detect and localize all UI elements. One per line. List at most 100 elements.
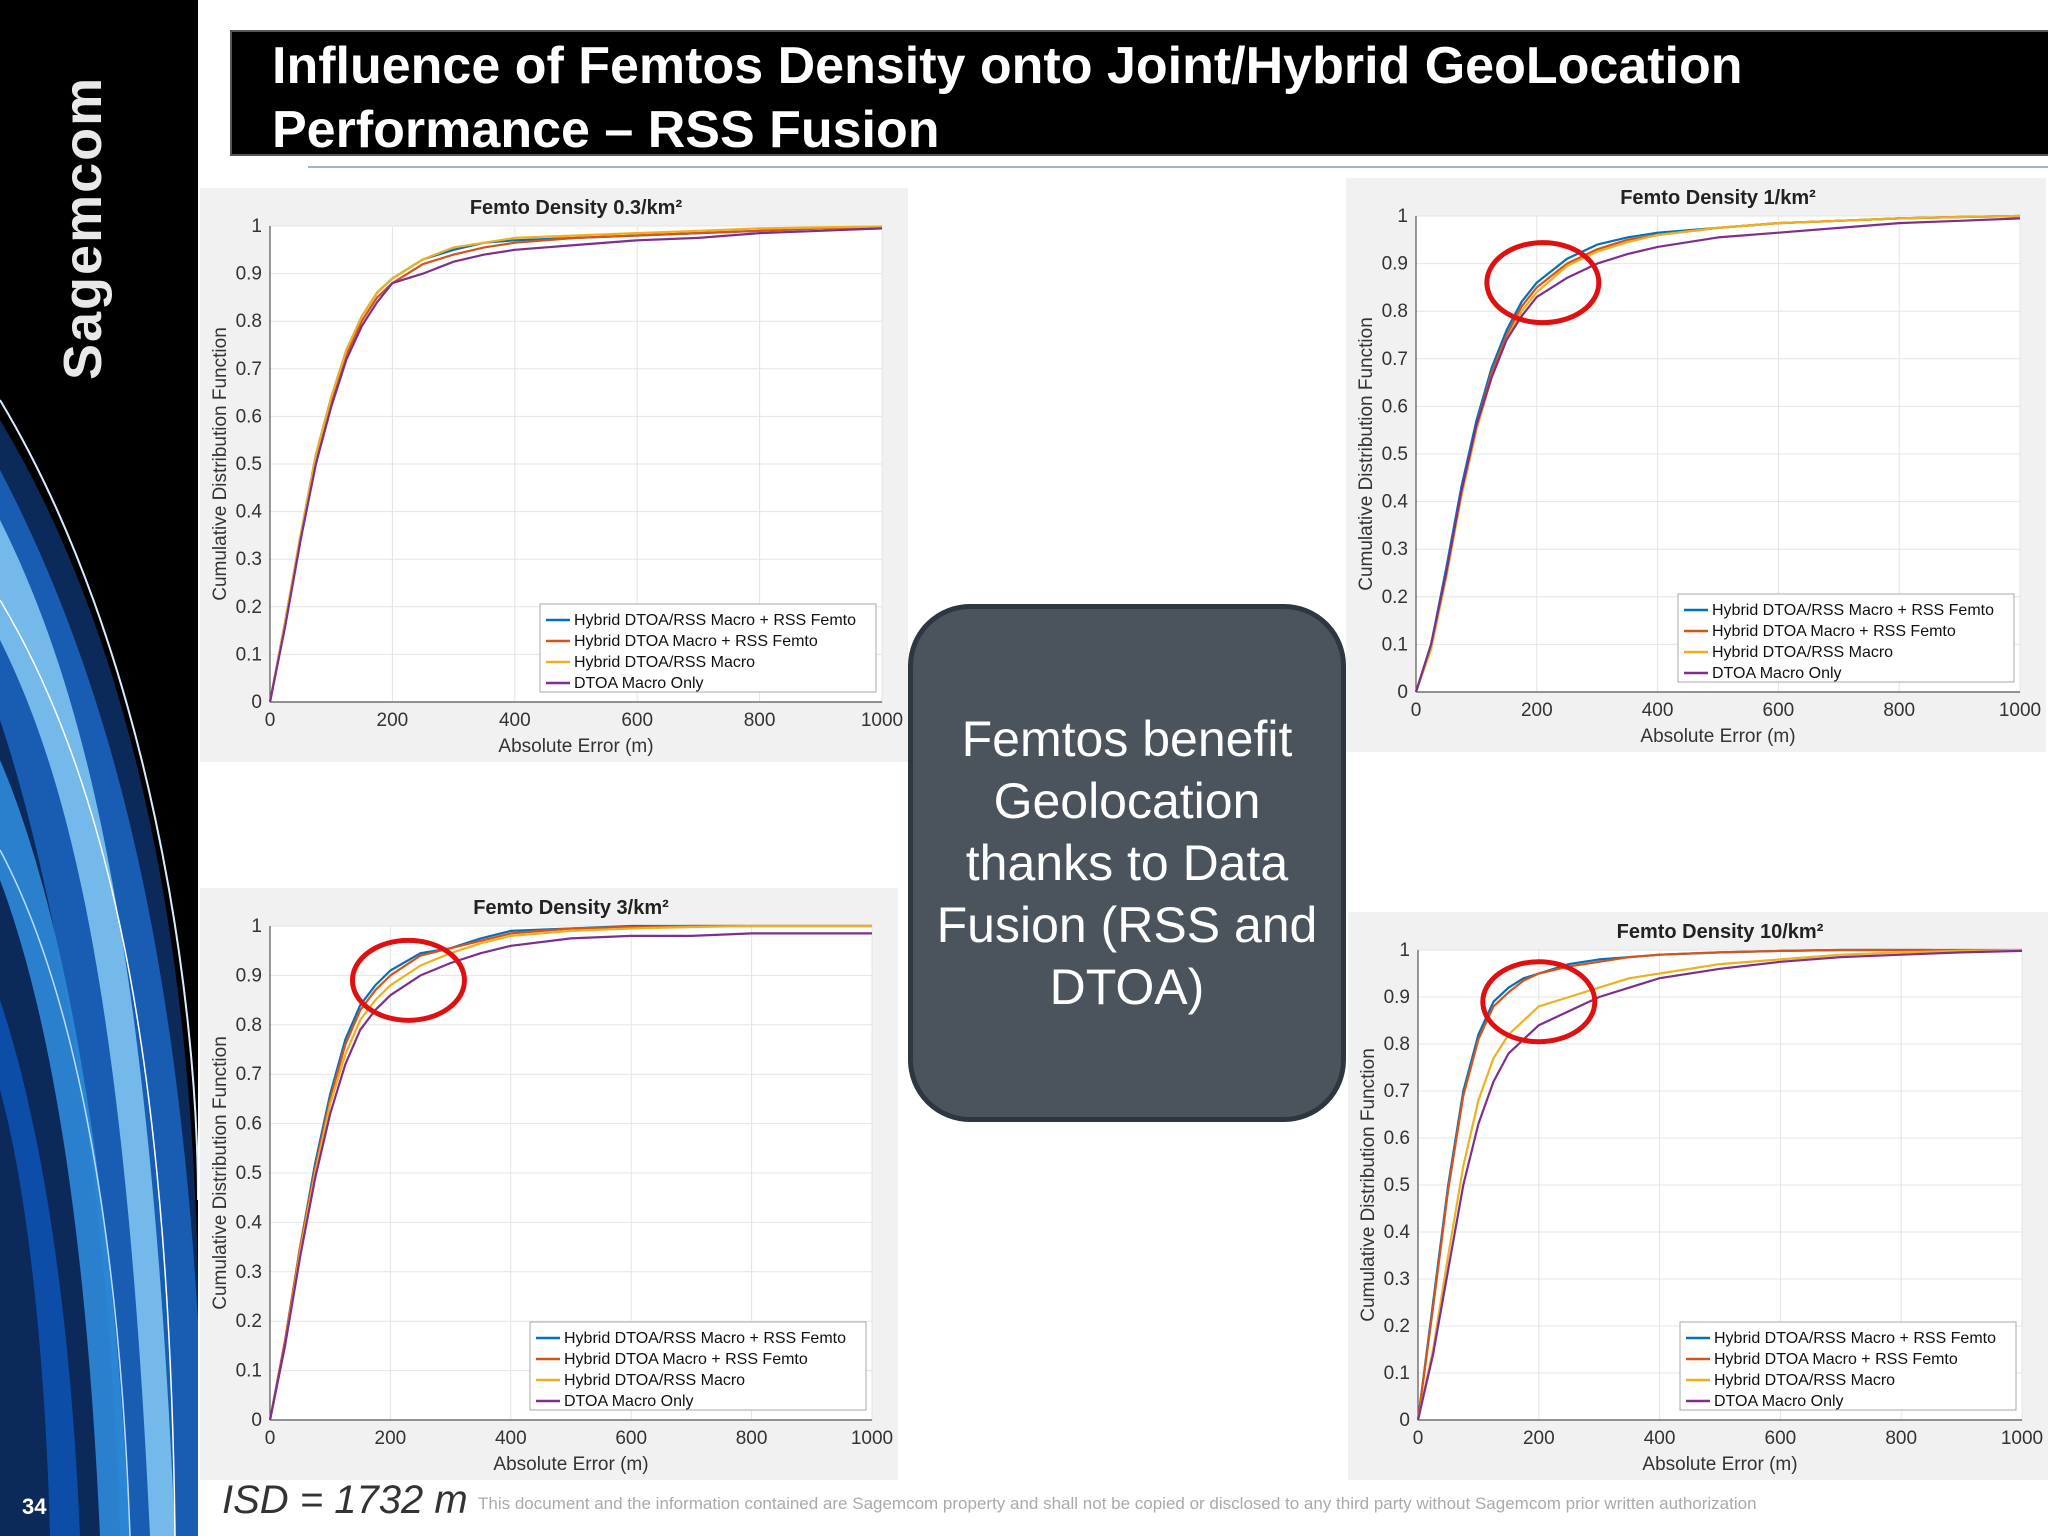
brand-logo: Sagemcom: [53, 75, 113, 380]
legend-label: Hybrid DTOA/RSS Macro + RSS Femto: [574, 612, 856, 629]
y-tick-label: 0.6: [1382, 396, 1408, 417]
confidentiality-footer: This document and the information contai…: [478, 1494, 1757, 1513]
y-tick-label: 0.4: [236, 1212, 263, 1233]
chart-title: Femto Density 0.3/km²: [470, 197, 683, 219]
callout-box: Femtos benefit Geolocation thanks to Dat…: [908, 604, 1346, 1122]
y-tick-label: 0.5: [1384, 1175, 1410, 1196]
legend-label: Hybrid DTOA Macro + RSS Femto: [1712, 623, 1956, 640]
x-tick-label: 600: [1763, 700, 1795, 721]
y-tick-label: 0.4: [1384, 1222, 1411, 1243]
x-tick-label: 200: [377, 710, 409, 731]
y-tick-label: 0.3: [236, 1262, 262, 1283]
series-line-4: [268, 932, 872, 1421]
title-bar: Influence of Femtos Density onto Joint/H…: [230, 30, 2048, 159]
legend-label: Hybrid DTOA/RSS Macro + RSS Femto: [1712, 602, 1994, 619]
y-tick-label: 0.3: [1384, 1269, 1410, 1290]
y-tick-label: 0.1: [1384, 1363, 1410, 1384]
x-axis-label: Absolute Error (m): [493, 1454, 648, 1475]
series-line-3: [268, 225, 883, 703]
legend-label: Hybrid DTOA/RSS Macro: [1712, 644, 1893, 661]
y-tick-label: 0.4: [1382, 492, 1409, 513]
y-tick-label: 0.1: [1382, 634, 1408, 655]
y-tick-label: 0: [251, 1410, 262, 1431]
chart-svg: 0 200 400 600 800 1000 0 0.1 0.2 0.3 0.4 0.5 0.6 0.7 0…: [210, 197, 903, 757]
y-tick-label: 0.7: [1384, 1081, 1410, 1102]
highlight-circle: [349, 937, 467, 1023]
x-tick-label: 200: [1523, 1428, 1555, 1449]
y-axis-label: Cumulative Distribution Function: [210, 327, 231, 601]
chart-svg: 0 200 400 600 800 1000 0 0.1 0.2 0.3 0.4 0.5 0.6 0.7 0…: [1358, 921, 2043, 1475]
x-tick-label: 1000: [2001, 1428, 2043, 1449]
slide-title: Influence of Femtos Density onto Joint/H…: [272, 37, 1743, 159]
x-tick-label: 1000: [851, 1428, 893, 1449]
y-tick-label: 0.2: [1382, 587, 1408, 608]
x-axis-label: Absolute Error (m): [1640, 726, 1795, 747]
legend-label: Hybrid DTOA/RSS Macro + RSS Femto: [1714, 1330, 1996, 1347]
x-tick-label: 600: [615, 1428, 647, 1449]
x-tick-label: 0: [265, 710, 276, 731]
y-tick-label: 0.7: [1382, 349, 1408, 370]
chart-svg: 0 200 400 600 800 1000 0 0.1 0.2 0.3 0.4 0.5 0.6 0.7 0…: [1356, 187, 2041, 747]
x-axis-label: Absolute Error (m): [1642, 1454, 1797, 1475]
series-line-3: [268, 924, 872, 1421]
x-tick-label: 1000: [861, 710, 903, 731]
series-line-4: [1416, 949, 2023, 1421]
legend: Hybrid DTOA/RSS Macro + RSS Femto Hybrid …: [1677, 593, 2015, 683]
x-tick-label: 600: [1765, 1428, 1797, 1449]
series-line-4: [1414, 217, 2021, 693]
legend-label: Hybrid DTOA Macro + RSS Femto: [574, 633, 818, 650]
y-tick-label: 0.4: [236, 502, 263, 523]
legend-box: [1677, 593, 2015, 683]
legend-label: DTOA Macro Only: [1714, 1393, 1844, 1410]
x-tick-label: 400: [1642, 700, 1674, 721]
chart-title: Femto Density 1/km²: [1620, 187, 1816, 209]
y-tick-label: 0: [1399, 1410, 1410, 1431]
y-tick-label: 0.9: [236, 965, 262, 986]
y-tick-label: 0.3: [1382, 539, 1408, 560]
y-tick-label: 0.5: [236, 454, 262, 475]
y-tick-label: 0: [251, 692, 262, 713]
y-tick-label: 0.5: [236, 1163, 262, 1184]
x-tick-label: 800: [744, 710, 776, 731]
legend-label: Hybrid DTOA Macro + RSS Femto: [1714, 1351, 1958, 1368]
y-tick-label: 0.6: [236, 406, 262, 427]
title-divider: [308, 166, 2048, 168]
y-tick-label: 0.8: [236, 311, 262, 332]
chart-title: Femto Density 10/km²: [1617, 921, 1824, 943]
legend-box: [1679, 1321, 2017, 1411]
y-axis-label: Cumulative Distribution Function: [1358, 1048, 1379, 1322]
highlight-circle: [1480, 959, 1598, 1045]
y-axis-label: Cumulative Distribution Function: [1356, 317, 1377, 591]
x-tick-label: 400: [1644, 1428, 1676, 1449]
x-tick-label: 600: [621, 710, 653, 731]
y-tick-label: 0.5: [1382, 444, 1408, 465]
y-tick-label: 0.3: [236, 549, 262, 570]
callout-text: Femtos benefit Geolocation thanks to Dat…: [936, 711, 1318, 1015]
y-tick-label: 0.7: [236, 359, 262, 380]
y-tick-label: 0.6: [236, 1114, 262, 1135]
chart-panel-density-3: 0 200 400 600 800 1000 0 0.1 0.2 0.3 0.4 0.5 0.6 0.7 0…: [200, 888, 898, 1480]
series-line-4: [268, 227, 883, 703]
page-number: 34: [22, 1494, 47, 1519]
legend-box: [529, 1321, 867, 1411]
y-tick-label: 1: [1399, 940, 1410, 961]
legend-label: DTOA Macro Only: [1712, 665, 1842, 682]
highlight-circle: [1484, 240, 1602, 326]
series-line-3: [1416, 948, 2023, 1421]
x-tick-label: 200: [1521, 700, 1553, 721]
x-tick-label: 200: [375, 1428, 407, 1449]
legend-label: Hybrid DTOA/RSS Macro: [574, 654, 755, 671]
x-tick-label: 400: [499, 710, 531, 731]
legend-label: Hybrid DTOA/RSS Macro: [564, 1372, 745, 1389]
y-tick-label: 0.2: [1384, 1316, 1410, 1337]
chart-svg: 0 200 400 600 800 1000 0 0.1 0.2 0.3 0.4 0.5 0.6 0.7 0…: [210, 897, 893, 1475]
legend-label: Hybrid DTOA/RSS Macro + RSS Femto: [564, 1330, 846, 1347]
chart-panel-density-0-3: 0 200 400 600 800 1000 0 0.1 0.2 0.3 0.4 0.5 0.6 0.7 0…: [200, 188, 908, 762]
x-axis-label: Absolute Error (m): [498, 736, 653, 757]
x-tick-label: 400: [495, 1428, 527, 1449]
y-tick-label: 0.7: [236, 1064, 262, 1085]
y-tick-label: 0.9: [236, 264, 262, 285]
legend-label: DTOA Macro Only: [574, 675, 704, 692]
x-tick-label: 800: [1883, 700, 1915, 721]
chart-title: Femto Density 3/km²: [473, 897, 669, 919]
